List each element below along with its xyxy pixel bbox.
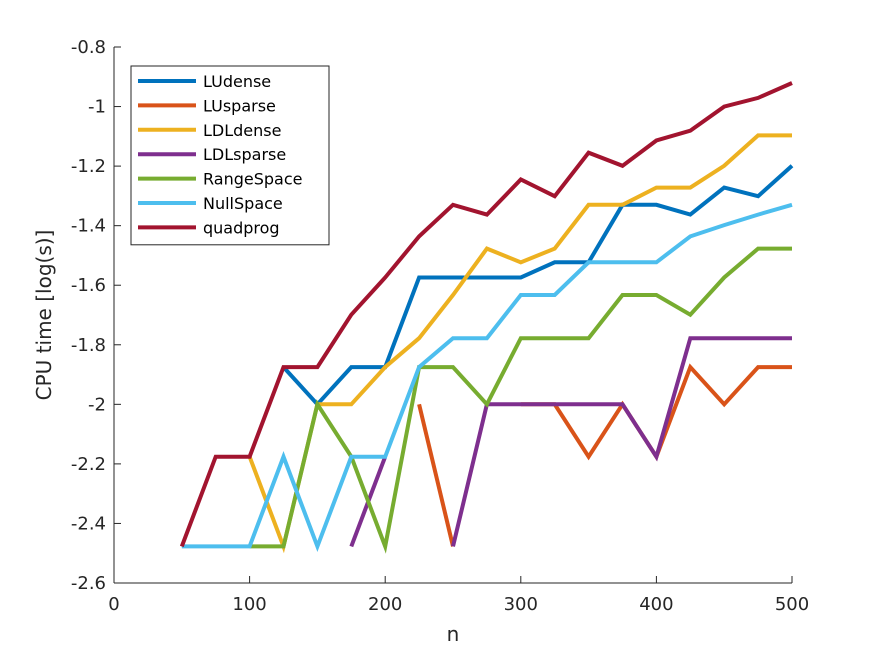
series-line-quadprog-0 — [179, 81, 793, 548]
series-nullspace — [181, 202, 793, 553]
x-tick-label: 200 — [368, 594, 402, 615]
legend-label-lusparse: LUsparse — [203, 96, 276, 115]
y-tick-label: -1.8 — [71, 335, 106, 356]
y-tick-label: -2.2 — [71, 454, 106, 475]
x-tick-label: 300 — [504, 594, 538, 615]
series-ludense — [282, 164, 794, 408]
x-tick-label: 500 — [775, 594, 809, 615]
legend-label-ldlsparse: LDLsparse — [203, 145, 286, 164]
y-tick-label: -0.8 — [71, 37, 106, 58]
y-tick-label: -1 — [88, 97, 106, 118]
axes-layer — [113, 47, 792, 584]
series-line-ldlsparse-1 — [451, 336, 792, 547]
x-tick-label: 100 — [232, 594, 266, 615]
series-layer — [179, 81, 794, 554]
series-line-rangespace-0 — [249, 246, 792, 554]
legend-label-ldldense: LDLdense — [203, 121, 281, 140]
legend-label-rangespace: RangeSpace — [203, 170, 302, 189]
x-tick-label: 0 — [108, 594, 119, 615]
series-line-lusparse-0 — [417, 403, 455, 547]
y-tick-label: -1.4 — [71, 216, 106, 237]
legend: LUdense LUsparse LDLdense LDLsparse RangeSpa… — [130, 65, 330, 246]
series-line-ldldense-0 — [247, 133, 792, 554]
y-tick-label: -2.6 — [71, 573, 106, 594]
series-quadprog — [179, 81, 793, 548]
series-rangespace — [249, 246, 792, 554]
y-tick-label: -1.2 — [71, 156, 106, 177]
y-axis-title: CPU time [log(s)] — [32, 230, 56, 401]
legend-label-quadprog: quadprog — [203, 218, 280, 237]
ticks-layer: 0 100 200 300 400 500 -2.6 -2.4 -2.2 -2 -1.8 -1.6 -1… — [71, 37, 809, 615]
y-tick-label: -1.6 — [71, 275, 106, 296]
series-ldldense — [247, 133, 792, 554]
x-tick-label: 400 — [639, 594, 673, 615]
legend-label-nullspace: NullSpace — [203, 194, 283, 213]
x-axis-title: n — [447, 622, 460, 646]
y-tick-label: -2.4 — [71, 513, 106, 534]
legend-label-ludense: LUdense — [203, 72, 271, 91]
series-line-nullspace-0 — [181, 202, 793, 553]
series-line-ludense-0 — [282, 164, 794, 408]
y-tick-label: -2 — [88, 394, 106, 415]
